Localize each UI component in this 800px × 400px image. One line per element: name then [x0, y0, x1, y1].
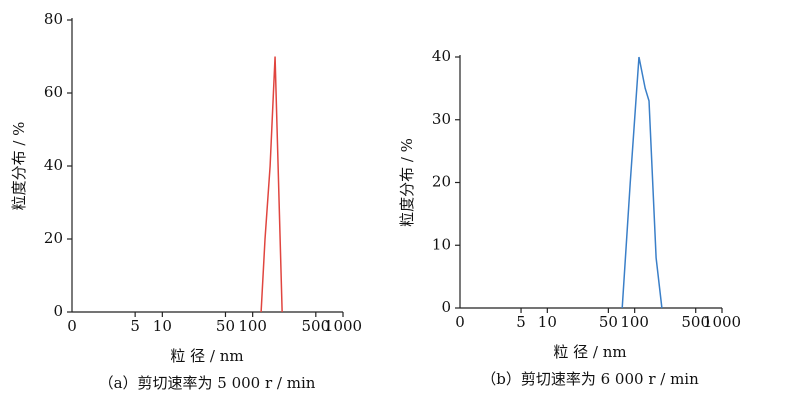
x-tick-label: 10	[538, 313, 557, 331]
y-tick-label: 30	[432, 110, 451, 128]
x-tick-label: 5	[130, 317, 140, 335]
x-tick-label: 1000	[324, 317, 362, 335]
y-tick-label: 20	[44, 229, 63, 247]
x-origin-label: 0	[455, 313, 465, 331]
caption: （a）剪切速率为 5 000 r / min	[99, 374, 316, 392]
y-axis-label: 粒度分布 / %	[10, 122, 28, 211]
x-tick-label: 50	[216, 317, 235, 335]
y-tick-label: 40	[44, 156, 63, 174]
y-tick-label: 10	[432, 235, 451, 253]
x-axis-label: 粒 径 / nm	[170, 347, 243, 365]
y-tick-label: 40	[432, 47, 451, 65]
x-origin-label: 0	[67, 317, 77, 335]
x-tick-label: 1000	[703, 313, 741, 331]
y-axis-label: 粒度分布 / %	[398, 138, 416, 227]
x-tick-label: 100	[620, 313, 649, 331]
y-tick-label: 60	[44, 83, 63, 101]
x-tick-label: 100	[238, 317, 267, 335]
y-tick-label: 20	[432, 173, 451, 191]
y-tick-label: 0	[441, 298, 451, 316]
y-tick-label: 80	[44, 10, 63, 28]
x-tick-label: 500	[301, 317, 330, 335]
x-tick-label: 500	[681, 313, 710, 331]
caption: （b）剪切速率为 6 000 r / min	[481, 370, 699, 388]
x-tick-label: 10	[153, 317, 172, 335]
line	[260, 56, 283, 313]
line	[621, 56, 663, 309]
x-tick-label: 50	[599, 313, 618, 331]
x-tick-label: 5	[516, 313, 526, 331]
y-tick-label: 0	[53, 302, 63, 320]
x-axis-label: 粒 径 / nm	[553, 343, 626, 361]
